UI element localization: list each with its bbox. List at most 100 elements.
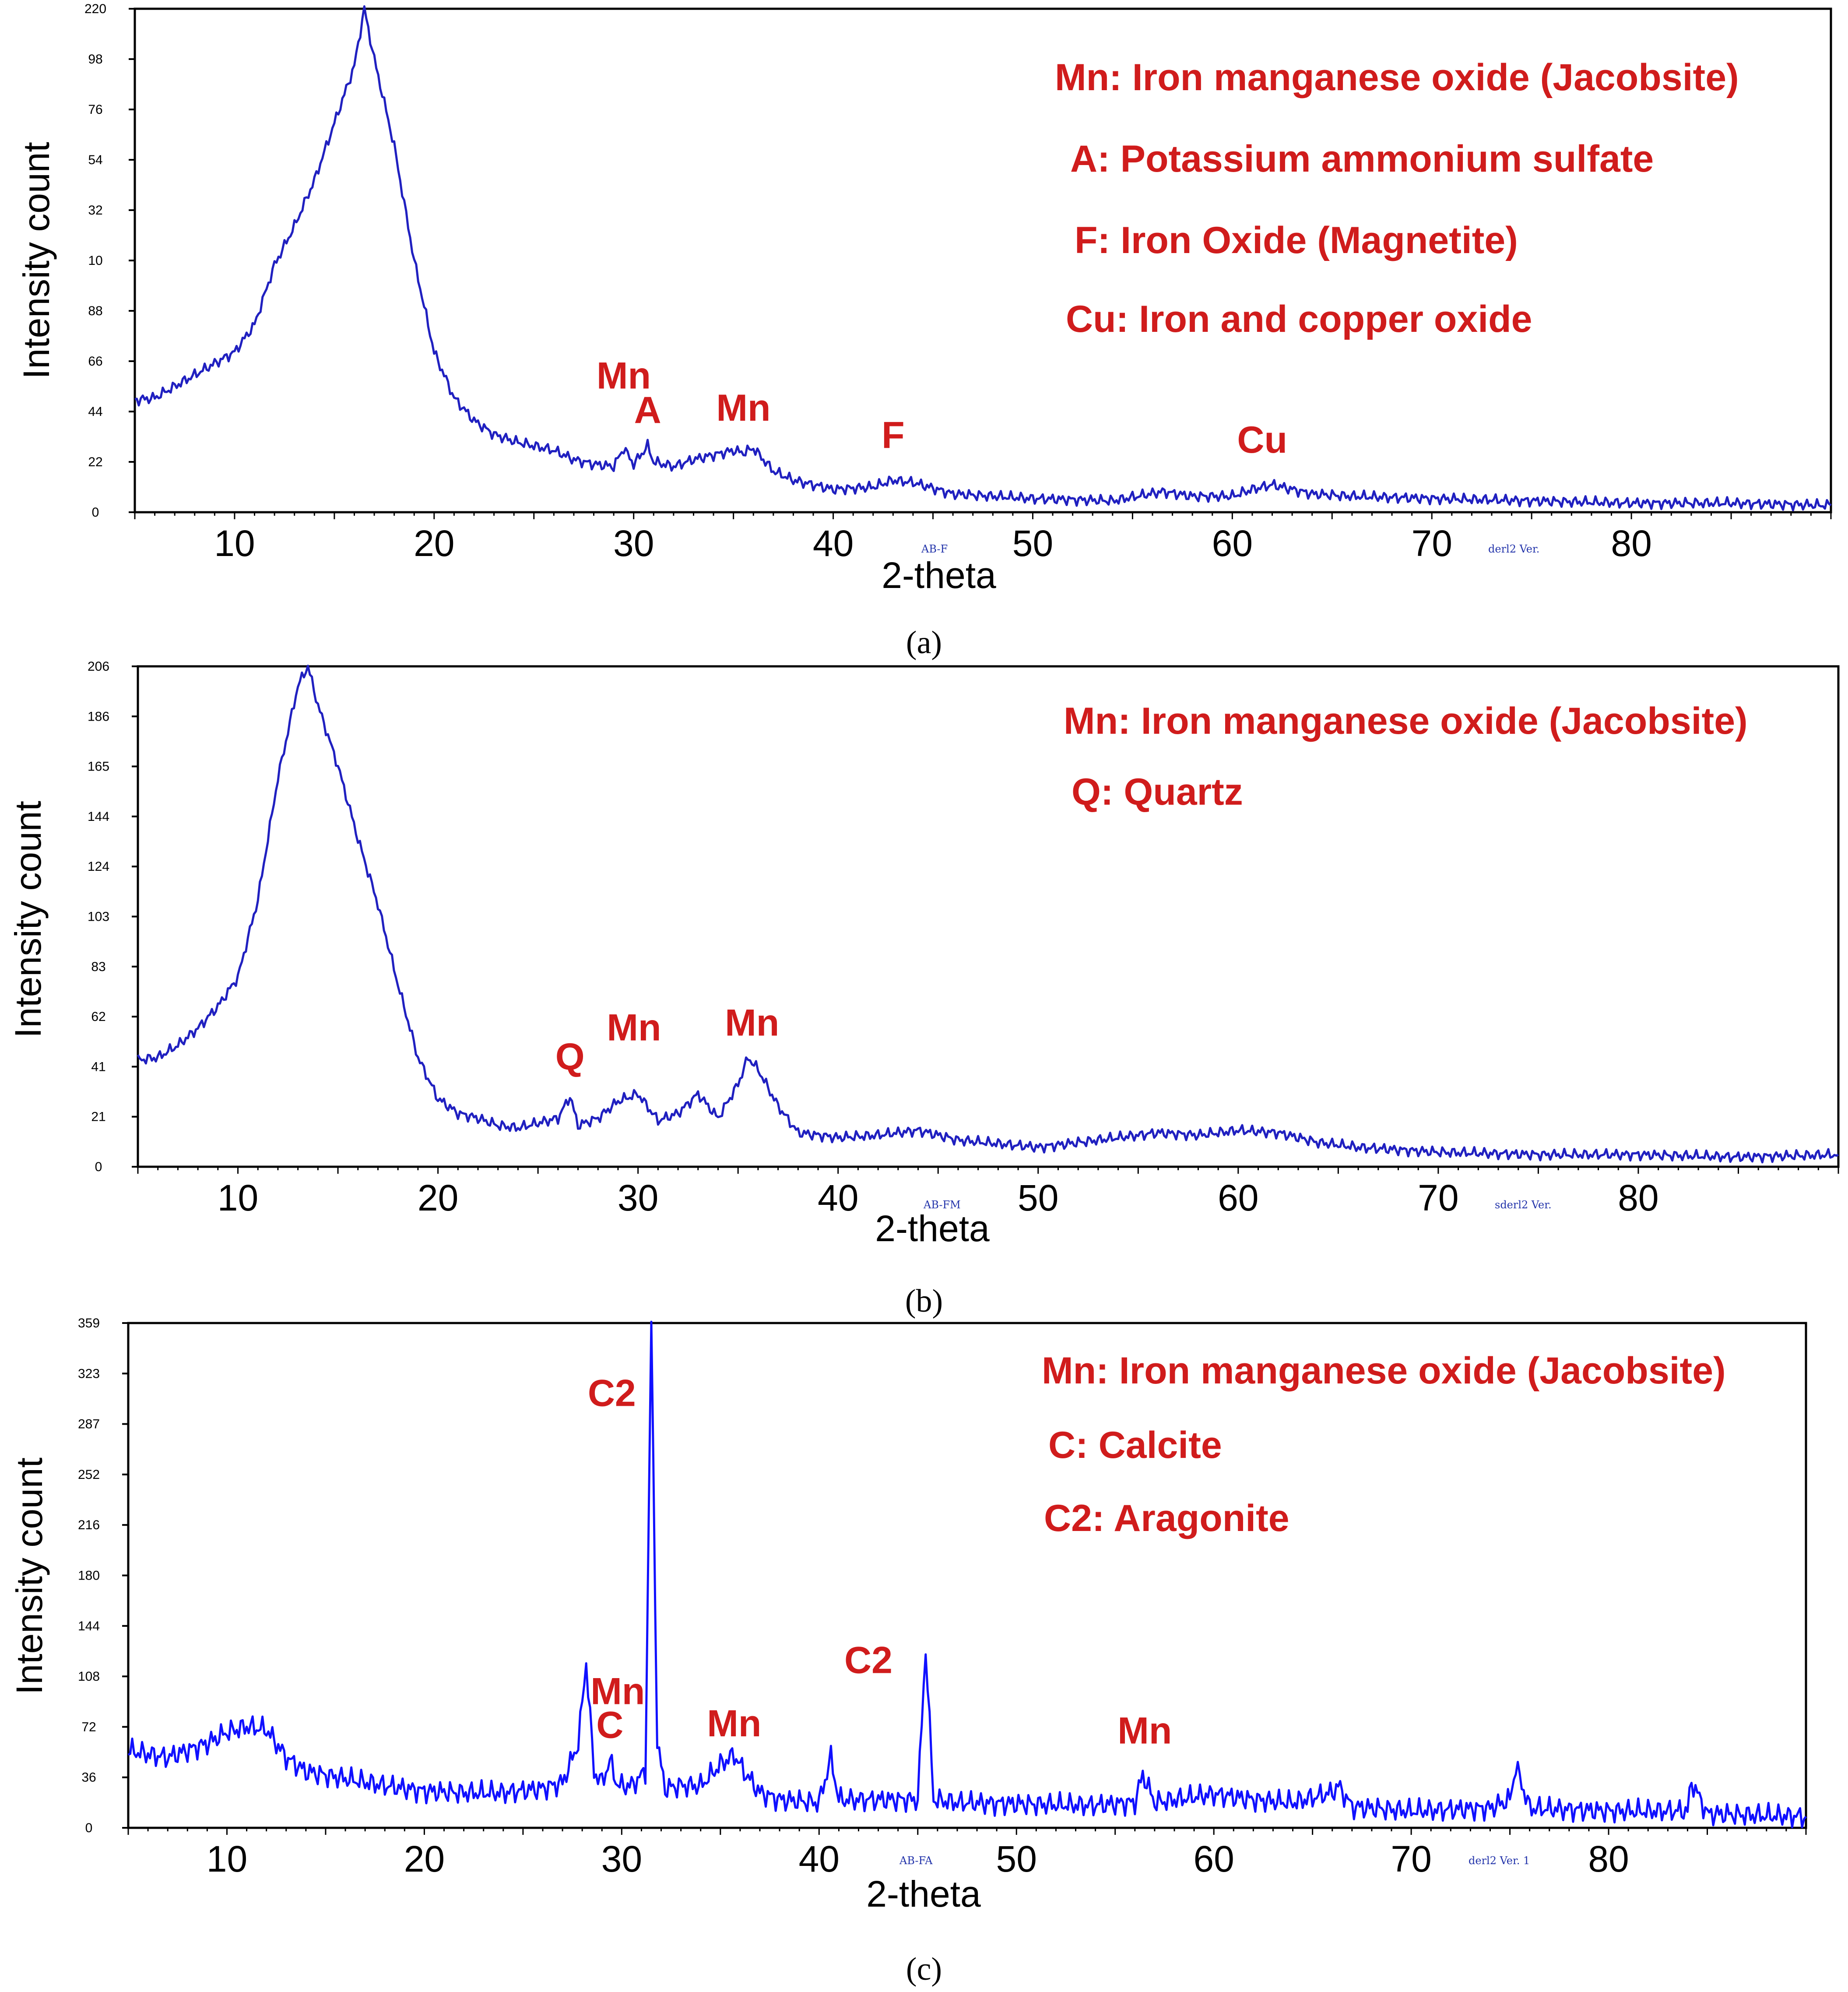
peak-label: Cu [1237,419,1287,461]
y-tick-label: 165 [88,760,109,774]
legend: Mn: Iron manganese oxide (Jacobsite) C: … [1042,1350,1726,1539]
y-tick-label: 22 [88,455,102,469]
y-tick-label: 103 [88,910,109,924]
y-axis-label: Intensity count [16,142,57,379]
legend: Mn: Iron manganese oxide (Jacobsite) A: … [1055,56,1739,340]
x-tick-label: 20 [418,1177,458,1218]
peak-label: Mn [1117,1710,1172,1752]
y-tick-label: 54 [88,153,102,167]
peak-label: C2 [844,1640,892,1682]
y-axis-label: Intensity count [9,1457,50,1695]
y-tick-label: 180 [78,1569,100,1583]
x-tick-label: 60 [1212,523,1253,564]
legend-entry: Mn: Iron manganese oxide (Jacobsite) [1055,56,1739,99]
watermark-sample: AB-FM [923,1199,961,1211]
peak-label: C [596,1704,623,1746]
y-tick-label: 0 [95,1160,102,1174]
y-tick-label: 98 [88,52,102,67]
watermark-sample: AB-FA [899,1855,933,1867]
x-tick-label: 40 [799,1838,840,1879]
y-tick-label: 0 [85,1821,93,1835]
y-tick-label: 76 [88,102,102,117]
peak-label: Mn [590,1670,645,1712]
y-tick-label: 36 [81,1770,96,1785]
xrd-panel-b: 0 21 41 62 83 103 124 144 165 186 206 10 20 30 40 50 60… [7,659,1840,1319]
peak-label: Mn [716,387,770,429]
y-tick-label: 41 [91,1059,105,1074]
y-tick-label: 62 [91,1010,105,1024]
peak-label: Mn [597,355,651,397]
x-tick-label: 30 [613,523,654,564]
x-tick-label: 70 [1412,523,1452,564]
x-tick-label: 50 [1012,523,1053,564]
diffraction-trace [127,1320,1807,1829]
peak-label: Q [555,1036,585,1078]
x-tick-label: 50 [1018,1177,1058,1218]
y-tick-label: 83 [91,960,105,974]
x-tick-label: 60 [1218,1177,1258,1218]
x-tick-label: 10 [218,1177,258,1218]
y-tick-label: 66 [88,354,102,369]
peak-label: F [882,415,905,457]
legend-entry: C2: Aragonite [1044,1497,1289,1539]
x-tick-label: 30 [618,1177,658,1218]
peak-label: C2 [588,1372,636,1414]
x-tick-label: 10 [207,1838,247,1879]
peak-label: Mn [725,1002,779,1044]
legend-entry: F: Iron Oxide (Magnetite) [1075,219,1518,261]
watermark-version: derl2 Ver. 1 [1469,1855,1530,1867]
x-tick-label: 60 [1193,1838,1234,1879]
x-tick-label: 50 [996,1838,1037,1879]
peak-label: A [634,389,661,431]
x-axis-label: 2-theta [875,1208,990,1249]
legend-entry: Cu: Iron and copper oxide [1066,298,1532,340]
y-tick-label: 88 [88,304,102,318]
peak-label: Mn [607,1007,661,1049]
peak-labels: MnA MnF Cu [597,355,1287,461]
y-tick-label: 206 [88,659,109,674]
x-tick-label: 70 [1391,1838,1431,1879]
panel-caption: (a) [906,625,942,661]
legend-entry: Mn: Iron manganese oxide (Jacobsite) [1042,1350,1726,1392]
y-tick-label: 220 [84,2,106,16]
y-tick-label: 216 [78,1518,100,1532]
x-tick-labels: 10 20 30 40 50 60 70 80 [134,512,1832,564]
panel-caption: (c) [906,1951,942,1987]
y-tick-label: 359 [78,1316,100,1330]
xrd-panel-c: 0 36 72 108 144 180 216 252 287 323 359 10 20 30 40 50… [9,1316,1807,1987]
diffraction-trace [137,665,1839,1164]
x-tick-label: 20 [414,523,454,564]
y-tick-labels: 0 22 44 66 88 10 32 54 76 98 220 [84,2,135,520]
y-tick-label: 144 [88,809,109,824]
x-tick-label: 80 [1588,1838,1629,1879]
legend-entry: Mn: Iron manganese oxide (Jacobsite) [1064,700,1748,742]
y-tick-label: 287 [78,1417,100,1432]
panel-caption: (b) [905,1283,943,1319]
x-tick-label: 40 [813,523,854,564]
peak-labels: Q Mn Mn [555,1002,779,1078]
y-tick-label: 10 [88,253,102,268]
x-tick-labels: 10 20 30 40 50 60 70 80 [127,1828,1807,1879]
x-axis-label: 2-theta [866,1873,981,1915]
y-tick-label: 72 [81,1720,96,1734]
x-tick-label: 10 [214,523,255,564]
x-tick-label: 80 [1618,1177,1658,1218]
y-tick-label: 108 [78,1669,100,1684]
x-tick-label: 80 [1611,523,1651,564]
watermark-version: derl2 Ver. [1488,543,1539,555]
y-axis-label: Intensity count [7,801,49,1038]
x-tick-label: 40 [818,1177,858,1218]
legend-entry: Q: Quartz [1072,771,1243,813]
watermark-sample: AB-F [921,543,948,555]
y-tick-label: 252 [78,1468,100,1482]
peak-label: Mn [707,1703,761,1745]
diffraction-trace [134,5,1832,511]
y-tick-label: 21 [91,1110,105,1124]
plot-frame [127,1322,1807,1829]
y-tick-label: 124 [88,859,109,874]
x-tick-labels: 10 20 30 40 50 60 70 80 [137,1167,1839,1218]
x-axis-label: 2-theta [882,555,996,596]
